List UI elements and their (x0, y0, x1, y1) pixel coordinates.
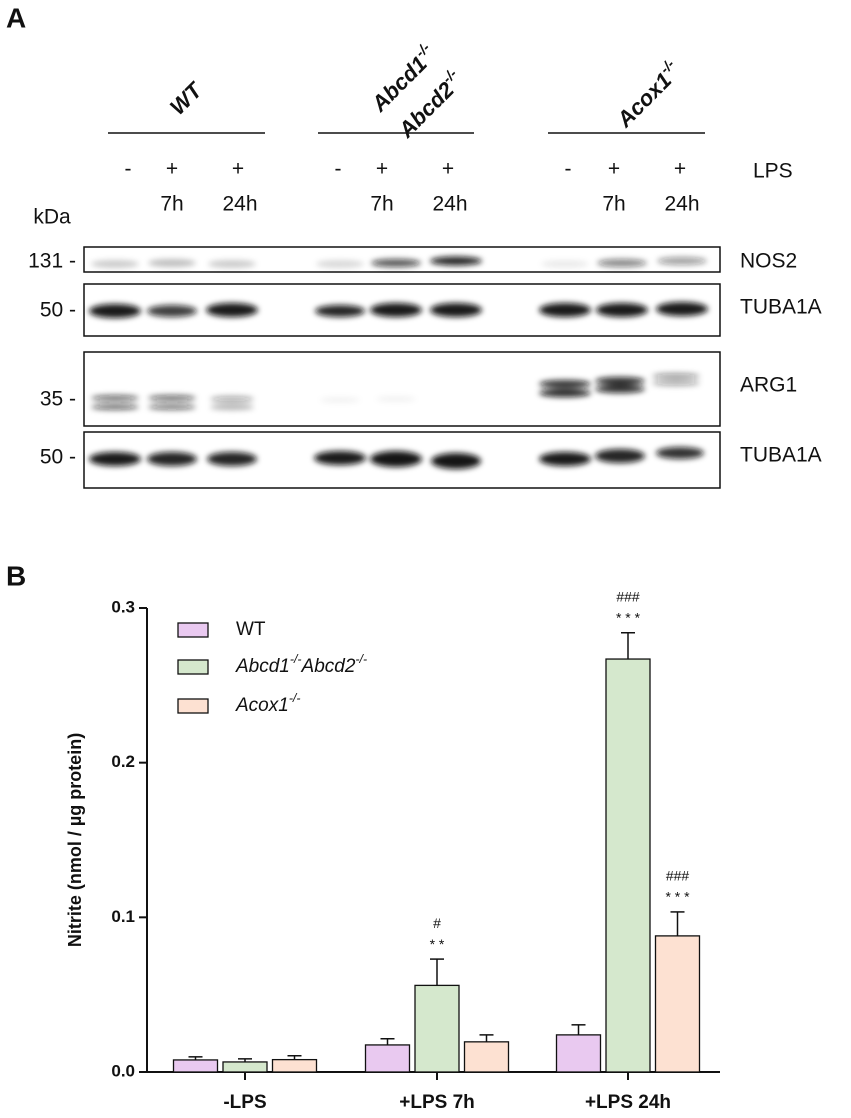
panel-label: B (6, 560, 26, 591)
significance-hashes: ### (616, 588, 640, 604)
blot-bands (89, 256, 708, 469)
error-bar (287, 1055, 302, 1060)
legend-label: Abcd1-/-Abcd2-/- (235, 652, 367, 677)
lps-label: + (376, 158, 388, 181)
marker-label: 35 - (40, 388, 76, 411)
lps-label: + (442, 158, 454, 181)
protein-label: TUBA1A (740, 296, 822, 319)
y-tick-label: 0.0 (111, 1061, 135, 1080)
bar (654, 935, 701, 1073)
marker-label: 131 - (28, 250, 76, 273)
significance-stars: * * * (616, 609, 641, 625)
treatment-label: LPS (753, 160, 793, 183)
significance-hashes: ### (666, 868, 690, 884)
blot-frames (83, 246, 721, 489)
y-axis-label: Nitrite (nmol / µg protein) (65, 733, 85, 947)
lps-label: - (125, 158, 132, 181)
bar (414, 984, 460, 1073)
protein-label: ARG1 (740, 374, 797, 397)
x-tick-label: +LPS 24h (585, 1092, 671, 1113)
panel-label: A (6, 2, 26, 33)
legend-swatch (177, 698, 209, 714)
y-tick-label: 0.1 (111, 907, 135, 926)
error-bar (188, 1056, 203, 1060)
error-bar (238, 1058, 252, 1062)
time-label: 24h (664, 193, 699, 216)
bar (605, 658, 651, 1073)
error-bar (621, 631, 635, 660)
lps-label: - (565, 158, 572, 181)
time-label: 24h (432, 193, 467, 216)
error-bar (571, 1024, 586, 1035)
genotype-label: Acox1-/- (610, 56, 686, 132)
marker-label: 50 - (40, 299, 76, 322)
x-tick-label: -LPS (223, 1092, 266, 1113)
legend-swatch (177, 659, 209, 675)
bar (222, 1061, 268, 1073)
lps-label: + (608, 158, 620, 181)
marker-label: 50 - (40, 446, 76, 469)
lps-label: - (335, 158, 342, 181)
genotype-label: WT (165, 77, 208, 120)
lps-label: + (674, 158, 686, 181)
error-bar (670, 911, 685, 936)
bar (364, 1044, 411, 1073)
y-tick-label: 0.2 (111, 752, 135, 771)
x-tick-label: +LPS 7h (399, 1092, 475, 1113)
lps-label: + (166, 158, 178, 181)
time-label: 7h (160, 193, 183, 216)
time-label: 7h (602, 193, 625, 216)
bar (271, 1058, 318, 1073)
significance-hashes: # (433, 915, 441, 931)
error-bar (430, 958, 444, 986)
y-tick-label: 0.3 (111, 597, 135, 616)
bar (172, 1059, 219, 1073)
significance-stars: * * (430, 936, 445, 952)
error-bar (380, 1037, 395, 1045)
legend-swatch (177, 622, 209, 638)
legend-label: WT (236, 619, 266, 640)
significance-stars: * * * (665, 889, 690, 905)
protein-label: NOS2 (740, 250, 797, 273)
bar (555, 1034, 602, 1073)
lps-label: + (232, 158, 244, 181)
time-label: 7h (370, 193, 393, 216)
units-label: kDa (33, 206, 71, 229)
bar (463, 1041, 510, 1073)
error-bar (479, 1034, 494, 1042)
legend-label: Acox1-/- (235, 691, 300, 716)
protein-label: TUBA1A (740, 444, 822, 467)
time-label: 24h (222, 193, 257, 216)
